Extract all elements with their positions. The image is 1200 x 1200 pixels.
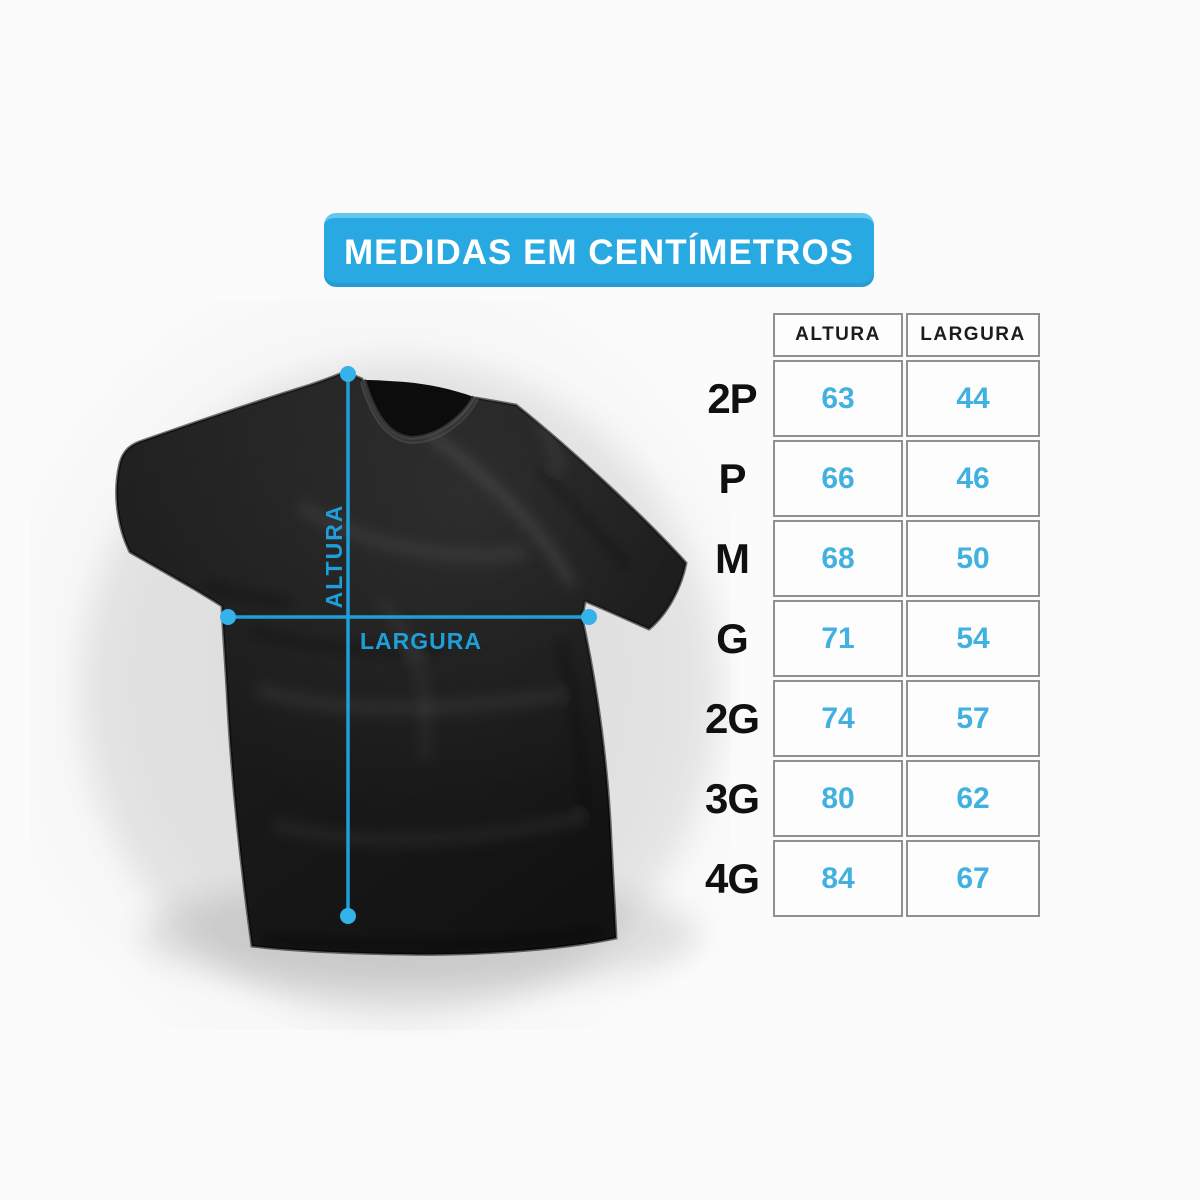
table-row-p: P 66 46 [694, 440, 1040, 517]
largura-left-endpoint-dot [220, 609, 236, 625]
collar-band-highlight [360, 382, 479, 445]
table-row-m: M 68 50 [694, 520, 1040, 597]
altura-top-endpoint-dot [340, 366, 356, 382]
tshirt-sheen [116, 371, 687, 955]
largura-value: 44 [906, 360, 1040, 437]
table-row-2p: 2P 63 44 [694, 360, 1040, 437]
collar-opening [364, 380, 474, 438]
size-label: 2P [707, 374, 757, 422]
largura-value: 57 [906, 680, 1040, 757]
column-header-altura: ALTURA [773, 313, 903, 357]
altura-value: 74 [773, 680, 903, 757]
table-row-4g: 4G 84 67 [694, 840, 1040, 917]
collar-band [360, 379, 478, 443]
largura-value: 62 [906, 760, 1040, 837]
table-row-2g: 2G 74 57 [694, 680, 1040, 757]
largura-value: 67 [906, 840, 1040, 917]
altura-bottom-endpoint-dot [340, 908, 356, 924]
altura-value: 63 [773, 360, 903, 437]
largura-value: 46 [906, 440, 1040, 517]
size-label: G [716, 614, 749, 662]
table-row-3g: 3G 80 62 [694, 760, 1040, 837]
size-label: 3G [704, 774, 760, 822]
largura-value: 50 [906, 520, 1040, 597]
size-label: 2G [704, 694, 760, 742]
size-table: ALTURA LARGURA 2P 63 44 P 66 46 M 68 50 … [694, 313, 1040, 917]
altura-value: 68 [773, 520, 903, 597]
size-label: P [718, 454, 746, 502]
altura-value: 66 [773, 440, 903, 517]
altura-value: 80 [773, 760, 903, 837]
table-row-g: G 71 54 [694, 600, 1040, 677]
size-label: M [715, 534, 750, 582]
column-header-largura: LARGURA [906, 313, 1040, 357]
altura-value: 84 [773, 840, 903, 917]
corner-spacer [694, 313, 770, 357]
page-title: MEDIDAS EM CENTÍMETROS [343, 232, 855, 272]
title-banner: MEDIDAS EM CENTÍMETROS [324, 213, 874, 287]
largura-right-endpoint-dot [581, 609, 597, 625]
altura-label: ALTURA [321, 504, 347, 609]
size-label: 4G [704, 854, 760, 902]
table-header-row: ALTURA LARGURA [694, 313, 1040, 357]
largura-value: 54 [906, 600, 1040, 677]
altura-value: 71 [773, 600, 903, 677]
largura-label: LARGURA [360, 628, 482, 654]
tshirt-measurement-diagram: ALTURA LARGURA [80, 360, 720, 1020]
